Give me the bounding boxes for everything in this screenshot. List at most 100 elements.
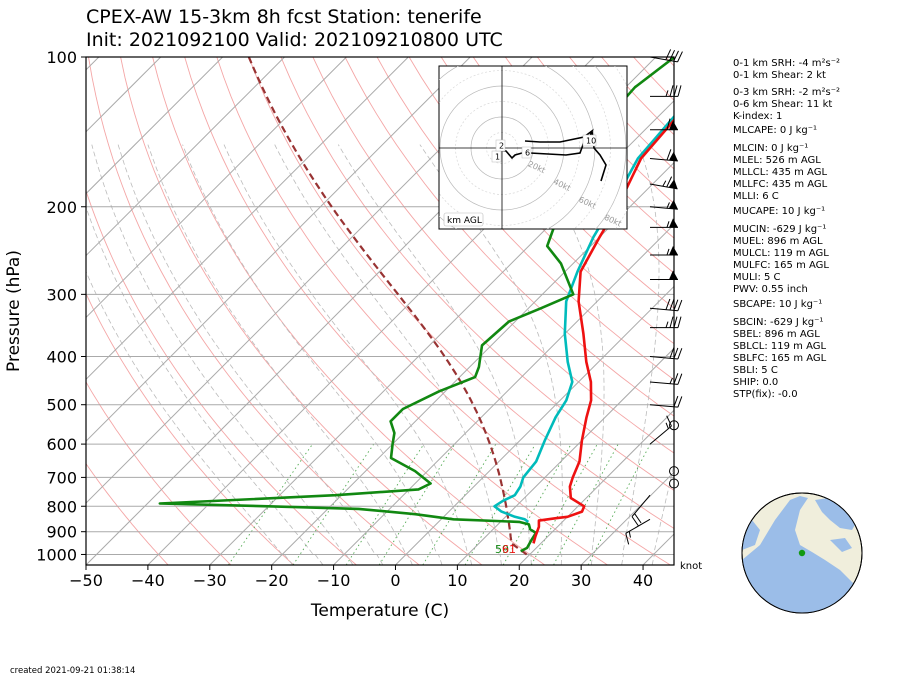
isotherm	[86, 57, 162, 133]
index-line: PWV: 0.55 inch	[733, 284, 808, 295]
isotherm	[580, 471, 674, 565]
hodograph-height-label: 6	[525, 149, 530, 158]
index-line: MUEL: 896 m AGL	[733, 236, 823, 247]
dry-adiabat	[184, 57, 608, 565]
y-tick-label: 300	[46, 285, 77, 304]
moist-adiabat	[223, 144, 473, 565]
y-tick-label: 100	[46, 48, 77, 67]
moist-adiabat	[651, 462, 674, 565]
dry-adiabat	[376, 57, 674, 381]
mixing-ratio-line	[228, 443, 313, 565]
mixing-ratio-line	[530, 443, 598, 565]
hodograph-legend: km AGL	[447, 216, 482, 226]
y-tick-label: 700	[46, 468, 77, 487]
chart-title-line1: CPEX-AW 15-3km 8h fcst Station: tenerife	[86, 6, 482, 28]
wind-unit-label: knot	[680, 561, 702, 572]
y-tick-label: 600	[46, 435, 77, 454]
index-line: MULI: 5 C	[733, 272, 781, 283]
x-tick-label: −20	[255, 571, 289, 590]
x-tick-label: 20	[509, 571, 529, 590]
index-line: MLLFC: 435 m AGL	[733, 179, 828, 190]
index-line: K-index: 1	[733, 111, 782, 122]
isotherm	[395, 285, 674, 565]
mixing-ratio-line	[553, 443, 619, 565]
x-tick-label: 40	[633, 571, 653, 590]
isotherm	[518, 409, 674, 565]
isotherm	[457, 347, 674, 565]
mixing-ratio-line	[345, 443, 425, 565]
wind-barb	[631, 494, 651, 527]
moist-adiabat	[117, 144, 384, 565]
mixing-ratio-line	[502, 443, 572, 565]
wind-barb	[625, 518, 651, 545]
isotherm	[86, 57, 471, 442]
x-tick-label: 10	[447, 571, 467, 590]
x-tick-label: 30	[571, 571, 591, 590]
dry-adiabat	[248, 57, 674, 530]
moist-adiabat	[419, 144, 563, 565]
hodograph-height-label: 1	[495, 153, 500, 162]
thermo-background-lines	[86, 57, 674, 565]
index-line: STP(fix): -0.0	[733, 389, 798, 400]
wind-barb	[649, 395, 683, 408]
isotherm	[86, 57, 223, 195]
index-line: 0-3 km SRH: -2 m²s⁻²	[733, 87, 840, 98]
y-tick-label: 500	[46, 396, 77, 415]
wind-barb	[649, 176, 678, 190]
created-timestamp: created 2021-09-21 01:38:14	[10, 666, 135, 675]
dry-adiabat	[152, 57, 545, 565]
x-tick-label: 0	[390, 571, 400, 590]
index-line: SBEL: 896 m AGL	[733, 329, 820, 340]
index-line: MUCIN: -629 J kg⁻¹	[733, 224, 826, 235]
isotherm	[86, 57, 409, 381]
index-line: 0-1 km Shear: 2 kt	[733, 70, 826, 81]
moist-adiabat	[91, 144, 354, 565]
moist-adiabat	[523, 144, 605, 565]
plot-frame	[85, 56, 675, 566]
y-tick-label: 1000	[36, 545, 77, 564]
dry-adiabat	[344, 57, 674, 417]
y-tick-label: 800	[46, 497, 77, 516]
y-tick-label: 900	[46, 523, 77, 542]
station-marker	[798, 549, 806, 557]
hodograph-height-label: 2	[499, 142, 504, 151]
index-line: MLLI: 6 C	[733, 191, 779, 202]
isotherm	[333, 223, 674, 565]
dry-adiabat	[280, 57, 674, 491]
index-line: SBCAPE: 10 J kg⁻¹	[733, 299, 822, 310]
x-axis-label: Temperature (C)	[310, 601, 449, 621]
moist-adiabat	[86, 205, 324, 565]
isotherm	[209, 100, 674, 565]
index-line: SHIP: 0.0	[733, 377, 778, 388]
index-line: MULFC: 165 m AGL	[733, 260, 829, 271]
index-line: MUCAPE: 10 J kg⁻¹	[733, 206, 825, 217]
index-line: MLLCL: 435 m AGL	[733, 167, 827, 178]
dry-adiabat	[86, 462, 169, 565]
wind-barb	[649, 415, 672, 445]
wind-barb	[650, 316, 682, 329]
y-tick-label: 200	[46, 198, 77, 217]
index-line: 0-1 km SRH: -4 m²s⁻²	[733, 58, 840, 69]
hodograph-height-label: 10	[586, 137, 596, 146]
index-line: SBLCL: 119 m AGL	[733, 341, 826, 352]
mixing-ratio-line	[422, 443, 497, 565]
chart-title-line2: Init: 2021092100 Valid: 202109210800 UTC	[86, 29, 503, 51]
index-line: MULCL: 119 m AGL	[733, 248, 829, 259]
x-tick-label: −40	[131, 571, 165, 590]
wind-barb	[649, 373, 683, 385]
moist-adiabat	[86, 270, 294, 565]
y-axis-label: Pressure (hPa)	[4, 250, 24, 372]
dry-adiabat	[86, 189, 357, 565]
wind-barb	[649, 347, 683, 360]
mixing-ratio-line	[378, 443, 456, 565]
index-line: SBLFC: 165 m AGL	[733, 353, 827, 364]
wind-barb	[650, 85, 682, 97]
index-line: SBCIN: -629 J kg⁻¹	[733, 317, 823, 328]
dry-adiabat	[88, 57, 420, 565]
parcel-path	[247, 57, 528, 556]
dry-adiabat	[86, 292, 295, 565]
dry-adiabat	[440, 57, 674, 309]
isotherm	[86, 57, 285, 257]
y-axis-ticks: 100 200 300 400 500 600 700 800 900 1000	[36, 48, 86, 564]
